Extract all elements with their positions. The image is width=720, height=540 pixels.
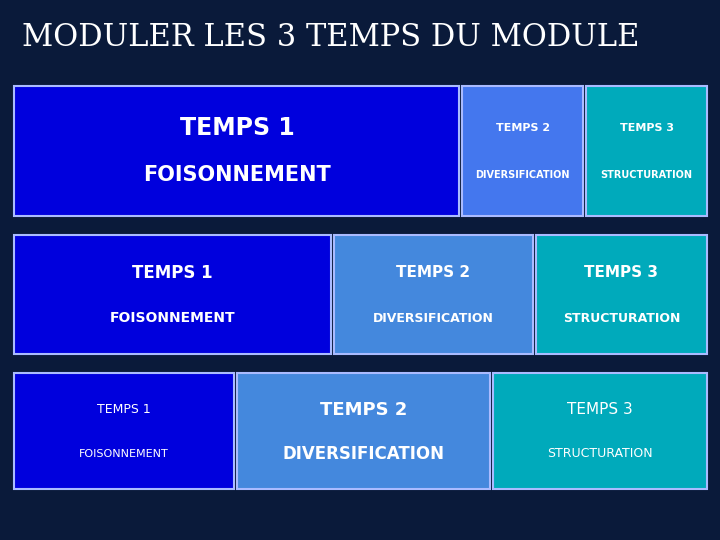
- Bar: [493, 373, 707, 489]
- Text: TEMPS 2: TEMPS 2: [320, 401, 408, 418]
- Bar: [536, 235, 707, 354]
- Bar: [14, 86, 459, 216]
- Bar: [586, 86, 707, 216]
- Text: DIVERSIFICATION: DIVERSIFICATION: [373, 312, 494, 325]
- Text: MODULER LES 3 TEMPS DU MODULE: MODULER LES 3 TEMPS DU MODULE: [22, 22, 639, 53]
- Text: FOISONNEMENT: FOISONNEMENT: [79, 449, 169, 459]
- Bar: [14, 235, 331, 354]
- Text: TEMPS 3: TEMPS 3: [619, 123, 674, 133]
- Text: STRUCTURATION: STRUCTURATION: [547, 447, 653, 461]
- Text: TEMPS 1: TEMPS 1: [132, 264, 213, 282]
- Text: DIVERSIFICATION: DIVERSIFICATION: [475, 170, 570, 179]
- Text: TEMPS 1: TEMPS 1: [179, 116, 294, 140]
- Bar: [462, 86, 583, 216]
- Text: FOISONNEMENT: FOISONNEMENT: [143, 165, 330, 185]
- Text: TEMPS 2: TEMPS 2: [397, 266, 470, 280]
- Text: DIVERSIFICATION: DIVERSIFICATION: [283, 445, 445, 463]
- Text: STRUCTURATION: STRUCTURATION: [562, 312, 680, 325]
- Text: TEMPS 2: TEMPS 2: [495, 123, 550, 133]
- Text: FOISONNEMENT: FOISONNEMENT: [110, 311, 235, 325]
- Bar: [334, 235, 533, 354]
- Text: TEMPS 3: TEMPS 3: [567, 402, 633, 417]
- Text: TEMPS 1: TEMPS 1: [97, 403, 151, 416]
- Bar: [14, 373, 234, 489]
- Bar: [237, 373, 490, 489]
- Text: TEMPS 3: TEMPS 3: [585, 266, 658, 280]
- Text: STRUCTURATION: STRUCTURATION: [600, 170, 693, 179]
